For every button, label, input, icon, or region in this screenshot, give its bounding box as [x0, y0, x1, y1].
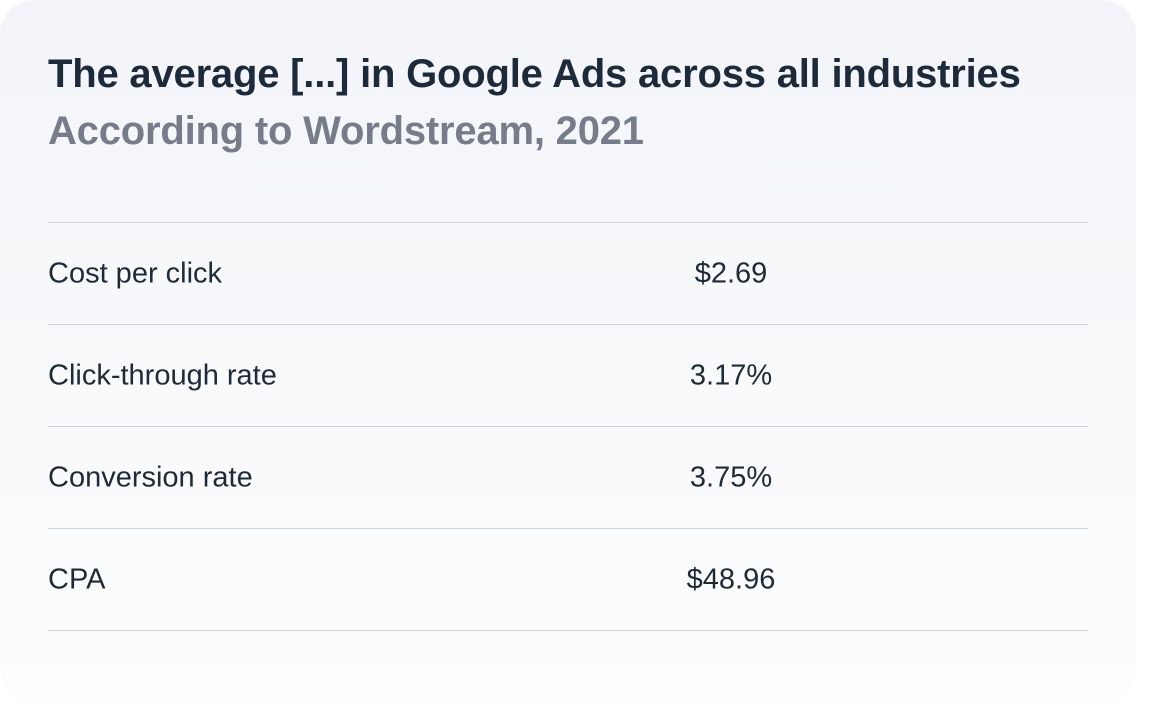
metric-label: Cost per click	[48, 257, 223, 289]
metric-value: $2.69	[694, 257, 768, 289]
table-row: Cost per click $2.69	[48, 223, 1088, 325]
table-row: CPA $48.96	[48, 529, 1088, 631]
metric-label: CPA	[48, 563, 106, 595]
metric-label: Conversion rate	[48, 461, 253, 493]
metric-value: $48.96	[686, 563, 776, 595]
metric-value: 3.75%	[689, 461, 773, 493]
metric-value: 3.17%	[689, 359, 773, 391]
card-subtitle: According to Wordstream, 2021	[48, 109, 644, 153]
stats-table: Cost per click $2.69 Click-through rate …	[48, 222, 1088, 631]
card-title: The average [...] in Google Ads across a…	[48, 52, 1021, 96]
table-row: Conversion rate 3.75%	[48, 427, 1088, 529]
metric-label: Click-through rate	[48, 359, 277, 391]
stats-card: The average [...] in Google Ads across a…	[0, 0, 1136, 704]
table-row: Click-through rate 3.17%	[48, 325, 1088, 427]
